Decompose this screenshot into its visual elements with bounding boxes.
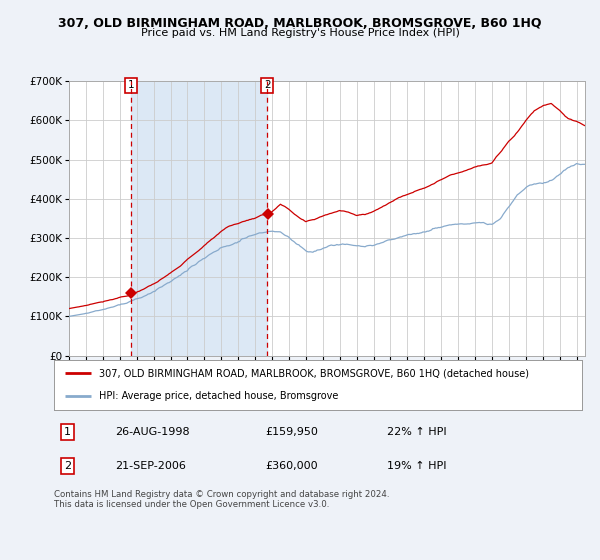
Text: 19% ↑ HPI: 19% ↑ HPI bbox=[386, 461, 446, 471]
Text: 22% ↑ HPI: 22% ↑ HPI bbox=[386, 427, 446, 437]
Text: 2: 2 bbox=[264, 80, 271, 90]
Text: 26-AUG-1998: 26-AUG-1998 bbox=[115, 427, 190, 437]
Text: 307, OLD BIRMINGHAM ROAD, MARLBROOK, BROMSGROVE, B60 1HQ (detached house): 307, OLD BIRMINGHAM ROAD, MARLBROOK, BRO… bbox=[99, 368, 529, 378]
Text: Contains HM Land Registry data © Crown copyright and database right 2024.
This d: Contains HM Land Registry data © Crown c… bbox=[54, 490, 389, 510]
Text: 307, OLD BIRMINGHAM ROAD, MARLBROOK, BROMSGROVE, B60 1HQ: 307, OLD BIRMINGHAM ROAD, MARLBROOK, BRO… bbox=[58, 17, 542, 30]
Text: HPI: Average price, detached house, Bromsgrove: HPI: Average price, detached house, Brom… bbox=[99, 391, 338, 402]
Text: Price paid vs. HM Land Registry's House Price Index (HPI): Price paid vs. HM Land Registry's House … bbox=[140, 28, 460, 38]
Text: 21-SEP-2006: 21-SEP-2006 bbox=[115, 461, 185, 471]
Text: £159,950: £159,950 bbox=[265, 427, 318, 437]
Text: 1: 1 bbox=[64, 427, 71, 437]
Bar bbox=[131, 81, 267, 356]
Text: 1: 1 bbox=[127, 80, 134, 90]
Text: £360,000: £360,000 bbox=[265, 461, 318, 471]
Text: 2: 2 bbox=[64, 461, 71, 471]
